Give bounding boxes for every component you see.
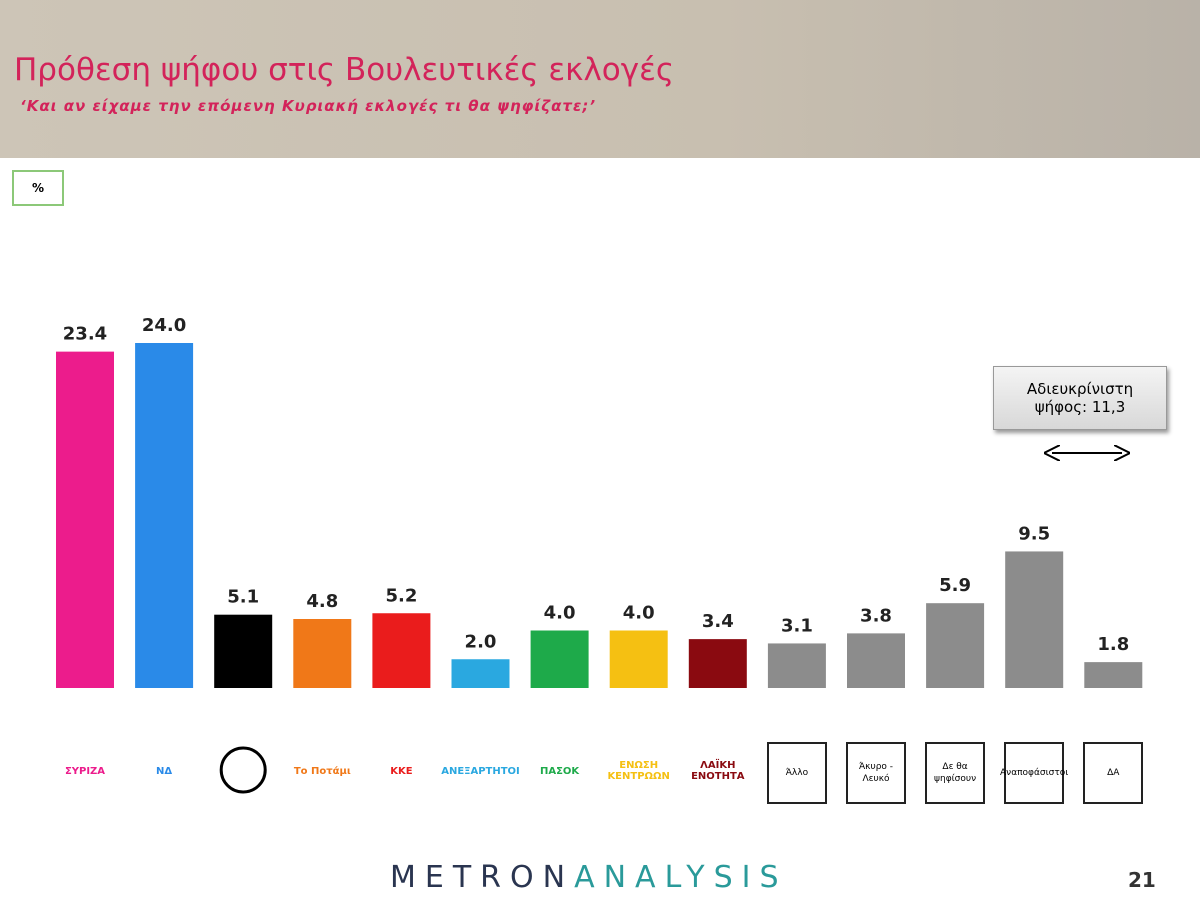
bar bbox=[926, 603, 985, 688]
annotation-box: Αδιευκρίνιστη ψήφος: 11,3 bbox=[993, 366, 1167, 430]
chart-subtitle: ‘Και αν είχαμε την επόμενη Κυριακή εκλογ… bbox=[20, 97, 597, 115]
page-number: 21 bbox=[1128, 868, 1156, 892]
value-label: 5.9 bbox=[939, 575, 971, 596]
bar bbox=[767, 643, 826, 688]
bar bbox=[293, 619, 352, 688]
bar bbox=[688, 639, 747, 688]
unit-label: % bbox=[12, 170, 64, 206]
bar bbox=[135, 343, 194, 688]
category-label: ΔΑ bbox=[1083, 742, 1144, 804]
bar bbox=[451, 659, 510, 688]
category-label: ΠΑΣΟΚ bbox=[539, 765, 580, 777]
value-label: 3.4 bbox=[702, 611, 734, 632]
bar bbox=[609, 630, 668, 688]
value-label: 23.4 bbox=[63, 324, 107, 345]
value-label: 4.8 bbox=[306, 591, 338, 612]
value-label: 5.1 bbox=[227, 587, 259, 608]
category-label: Άκυρο - Λευκό bbox=[846, 742, 906, 804]
chart-title: Πρόθεση ψήφου στις Βουλευτικές εκλογές bbox=[14, 52, 675, 88]
category-label: Αναποφάσιστοι bbox=[1000, 742, 1068, 804]
value-label: 24.0 bbox=[142, 315, 186, 336]
bar bbox=[1005, 551, 1064, 688]
brand: METRONANALYSIS bbox=[390, 860, 788, 895]
value-label: 4.0 bbox=[544, 603, 576, 624]
bar bbox=[372, 613, 431, 688]
value-label: 4.0 bbox=[623, 603, 655, 624]
category-label: ΑΝΕΞΑΡΤΗΤΟΙ bbox=[441, 765, 520, 777]
brand-part: ANALYSIS bbox=[574, 860, 788, 895]
bar bbox=[56, 351, 114, 688]
annotation-line: Αδιευκρίνιστη bbox=[1026, 380, 1134, 398]
category-label: Δε θα ψηφίσουν bbox=[925, 742, 986, 804]
category-label: ΝΔ bbox=[156, 765, 173, 777]
value-label: 2.0 bbox=[465, 631, 497, 652]
bar bbox=[214, 614, 273, 688]
category-label: ΛΑΪΚΗ ΕΝΟΤΗΤΑ bbox=[691, 760, 745, 782]
category-label: ΕΝΩΣΗ ΚΕΝΤΡΩΩΝ bbox=[607, 760, 670, 782]
bar bbox=[1084, 662, 1143, 688]
category-label: ΣΥΡΙΖΑ bbox=[64, 765, 106, 777]
annotation-line: ψήφος: 11,3 bbox=[1034, 398, 1126, 416]
bar bbox=[530, 630, 589, 688]
header-band bbox=[0, 0, 1200, 158]
value-label: 9.5 bbox=[1018, 523, 1050, 544]
brand-part: METRON bbox=[390, 860, 575, 895]
category-label bbox=[207, 745, 279, 797]
category-label: Άλλο bbox=[766, 742, 827, 804]
category-label: ΚΚΕ bbox=[390, 765, 413, 777]
value-label: 3.8 bbox=[860, 605, 892, 626]
bar bbox=[847, 633, 905, 688]
logo-icon bbox=[219, 746, 267, 794]
category-label: Το Ποτάμι bbox=[293, 765, 351, 777]
value-label: 5.2 bbox=[385, 585, 417, 606]
value-label: 3.1 bbox=[781, 615, 813, 636]
value-label: 1.8 bbox=[1097, 634, 1129, 655]
